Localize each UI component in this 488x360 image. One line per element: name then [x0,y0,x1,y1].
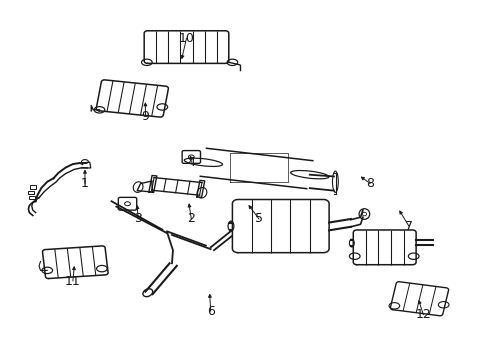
Bar [30,185,36,189]
Text: 4: 4 [187,156,195,169]
Bar [29,196,35,199]
Text: 7: 7 [404,220,412,233]
Text: 1: 1 [81,177,89,190]
Text: 11: 11 [65,275,81,288]
Text: 5: 5 [254,212,263,225]
Bar [28,191,34,194]
Text: 9: 9 [141,110,149,123]
Text: 6: 6 [206,305,214,318]
Text: 2: 2 [187,212,195,225]
Text: 12: 12 [415,308,430,321]
Text: 8: 8 [366,177,373,190]
Text: 3: 3 [134,212,142,225]
Ellipse shape [142,289,152,297]
Text: 10: 10 [178,32,194,45]
